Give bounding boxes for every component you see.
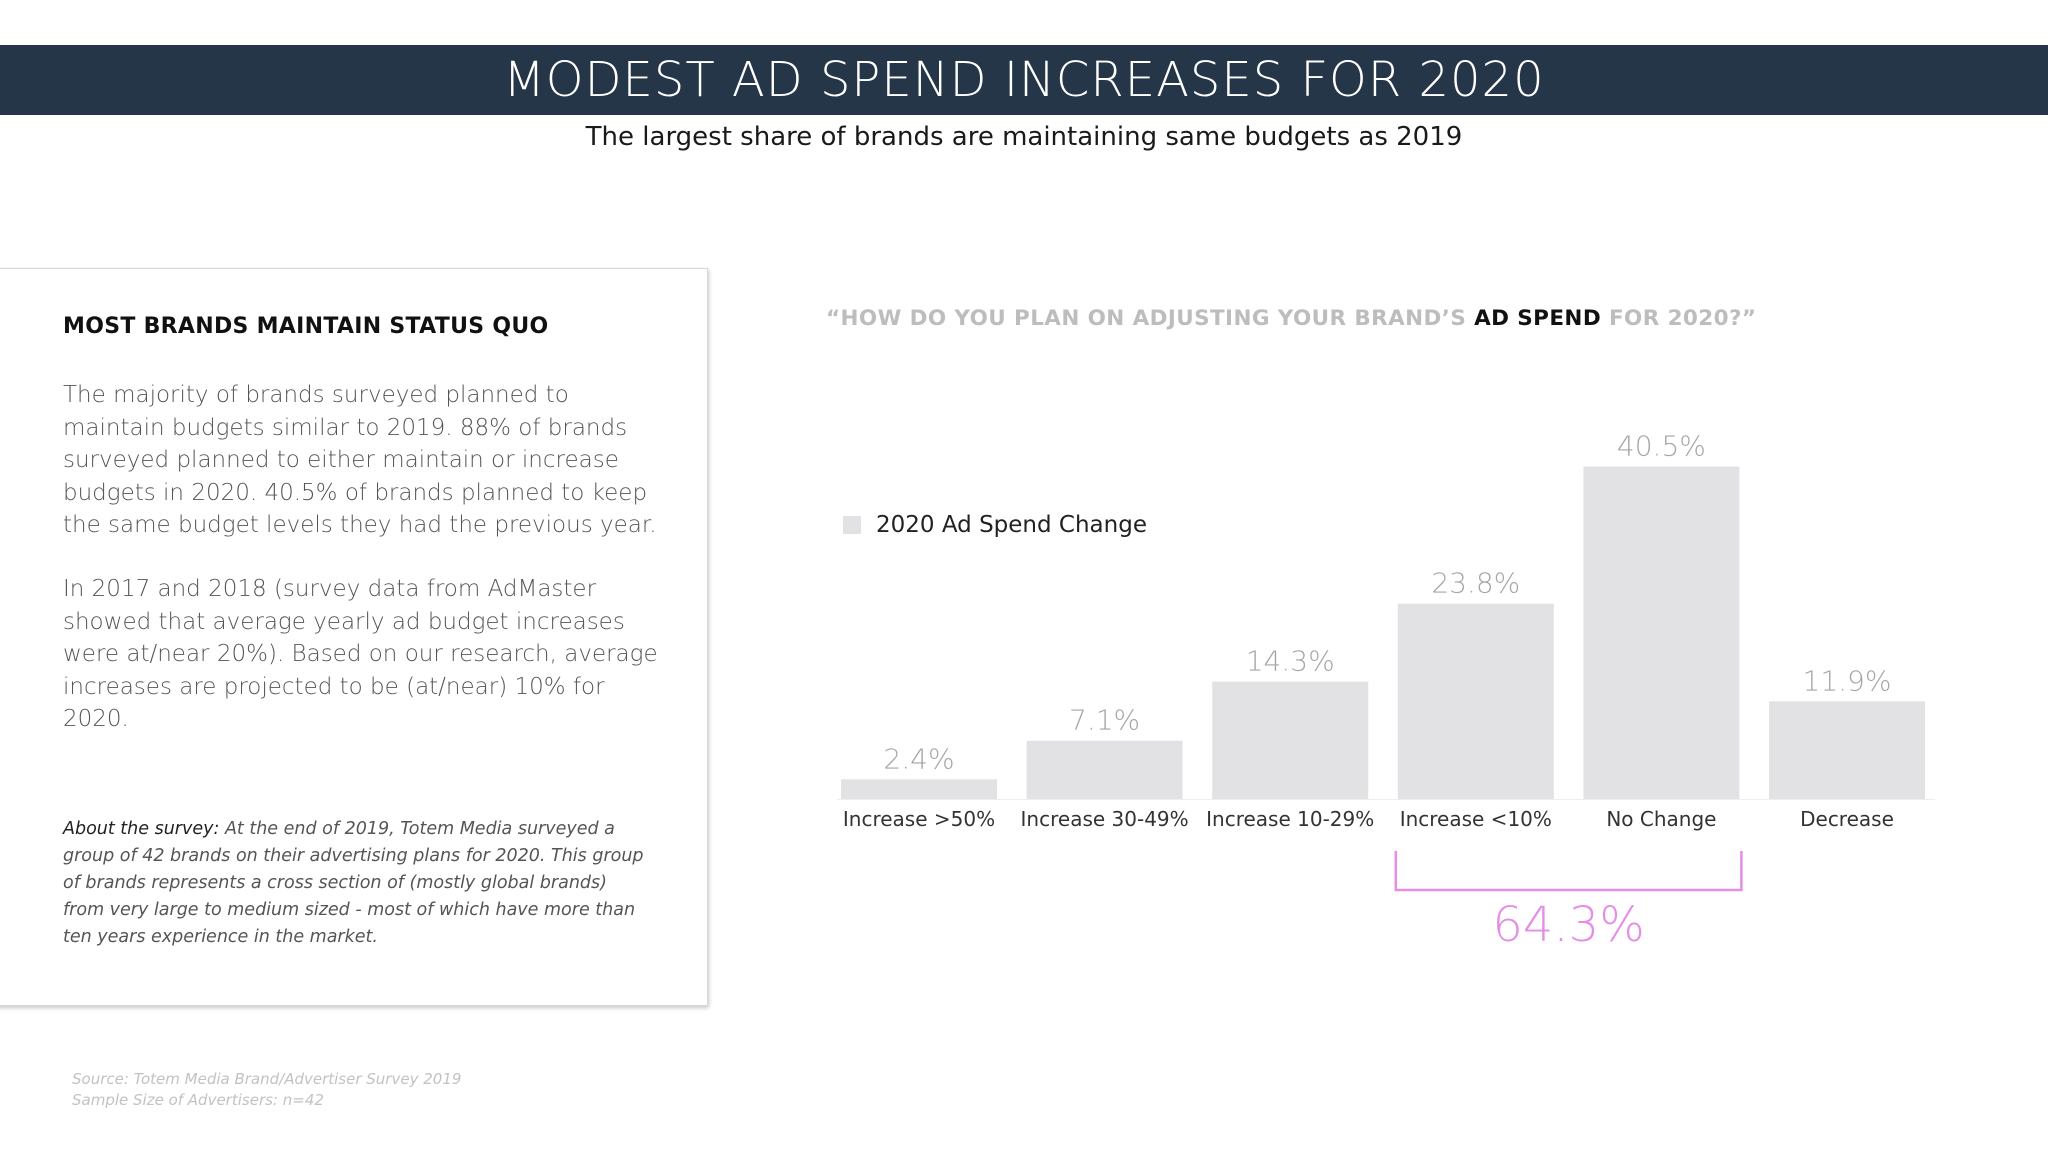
- x-tick-label-4: Increase <10%: [1400, 807, 1552, 831]
- legend-swatch: [843, 516, 861, 534]
- bar-3: [1212, 681, 1369, 799]
- data-label-2: 7.1%: [1069, 704, 1140, 737]
- x-tick-label-2: Increase 30-49%: [1021, 807, 1189, 831]
- survey-description-text: At the end of 2019, Totem Media surveyed…: [63, 819, 644, 947]
- annotation-total: 64.3%: [1492, 897, 1644, 953]
- question-text-end: FOR 2020?”: [1601, 306, 1757, 331]
- source-footnote: Source: Totem Media Brand/Advertiser Sur…: [72, 1070, 462, 1088]
- bar-4: [1397, 603, 1554, 799]
- x-tick-label-6: Decrease: [1800, 807, 1894, 831]
- x-tick-label-5: No Change: [1606, 807, 1716, 831]
- data-label-1: 2.4%: [883, 742, 954, 775]
- question-highlight: AD SPEND: [1474, 306, 1602, 331]
- annotation-bracket: [1394, 851, 1743, 892]
- bar-1: [841, 779, 997, 799]
- panel-heading: MOST BRANDS MAINTAIN STATUS QUO: [63, 314, 549, 339]
- page-title: MODEST AD SPEND INCREASES FOR 2020: [503, 52, 1545, 108]
- x-tick-label-3: Increase 10-29%: [1206, 807, 1374, 831]
- bar-2: [1026, 740, 1183, 799]
- sample-size-footnote: Sample Size of Advertisers: n=42: [72, 1091, 324, 1109]
- data-label-6: 11.9%: [1803, 664, 1892, 697]
- title-bar: MODEST AD SPEND INCREASES FOR 2020: [0, 45, 2048, 115]
- data-label-5: 40.5%: [1617, 429, 1706, 462]
- x-tick-label-1: Increase >50%: [843, 807, 995, 831]
- survey-description-lead: About the survey:: [63, 819, 220, 839]
- bar-6: [1769, 701, 1925, 799]
- survey-description: About the survey: At the end of 2019, To…: [63, 816, 653, 951]
- panel-paragraph-1: The majority of brands surveyed planned …: [63, 382, 657, 538]
- data-label-4: 23.8%: [1431, 567, 1520, 600]
- summary-panel: MOST BRANDS MAINTAIN STATUS QUO The majo…: [0, 268, 708, 1006]
- legend-label: 2020 Ad Spend Change: [876, 512, 1147, 538]
- panel-paragraph-2: In 2017 and 2018 (survey data from AdMas…: [63, 576, 658, 732]
- page-subtitle: The largest share of brands are maintain…: [585, 122, 1463, 152]
- survey-question: “HOW DO YOU PLAN ON ADJUSTING YOUR BRAND…: [826, 306, 1756, 331]
- question-text-start: “HOW DO YOU PLAN ON ADJUSTING YOUR BRAND…: [826, 306, 1475, 331]
- bar-5: [1583, 466, 1740, 799]
- data-label-3: 14.3%: [1246, 645, 1335, 678]
